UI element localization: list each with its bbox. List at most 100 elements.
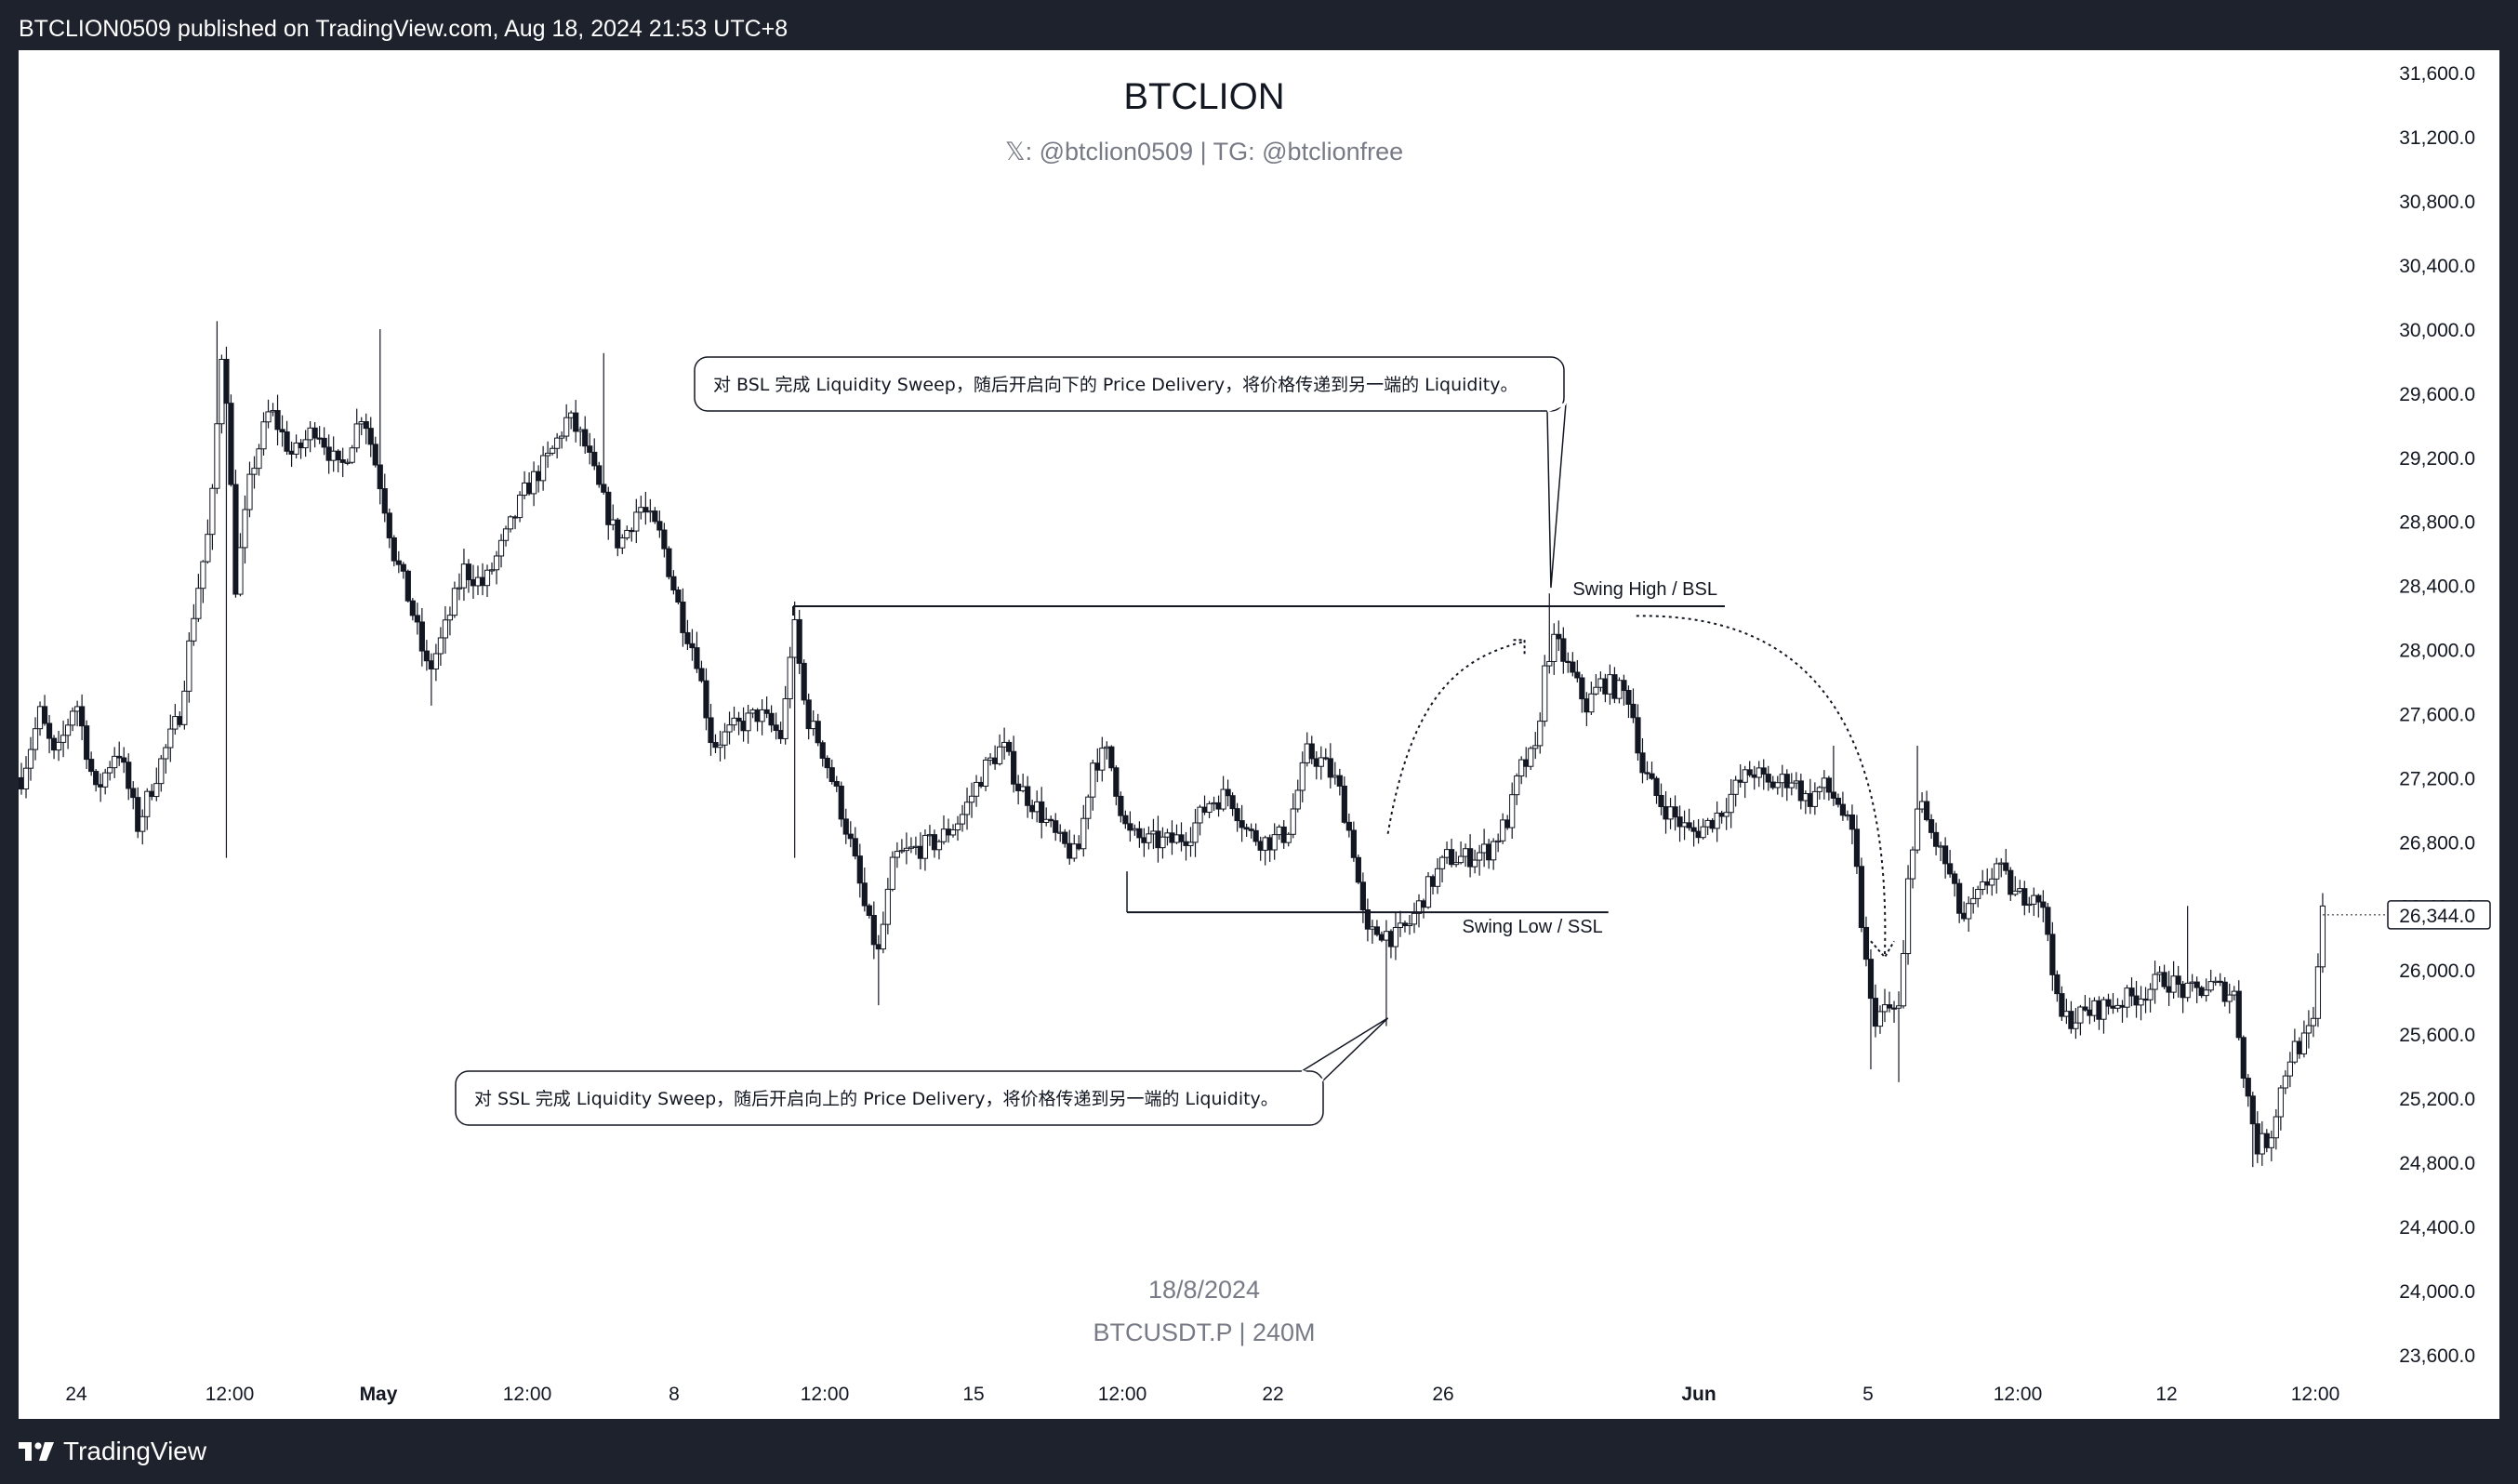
candle-body <box>186 640 192 692</box>
candle-body <box>1723 812 1729 817</box>
candle-body <box>1830 791 1836 799</box>
candle-body <box>833 780 840 787</box>
candle-body <box>1872 998 1879 1027</box>
y-tick-label: 31,600.0 <box>2399 63 2475 85</box>
candle-body <box>2063 1011 2070 1017</box>
candle-body <box>903 847 909 852</box>
last-price-box <box>2387 900 2491 930</box>
candle-body <box>2040 901 2047 908</box>
candle-body <box>172 716 179 730</box>
candle-body <box>1704 819 1711 828</box>
candle-body <box>2268 1137 2274 1148</box>
candle-body <box>1537 721 1544 747</box>
candle-body <box>437 637 444 655</box>
candle-body <box>41 706 48 724</box>
x-tick-label: 22 <box>1262 1384 1283 1405</box>
candle-body <box>908 846 915 849</box>
candle-body <box>1509 794 1516 828</box>
candle-body <box>861 882 868 907</box>
y-tick-label: 28,400.0 <box>2399 576 2475 598</box>
candle-body <box>1392 926 1399 947</box>
candle-body <box>852 838 858 857</box>
candle-body <box>1900 953 1907 1007</box>
candle-body <box>1169 832 1175 843</box>
candle-body <box>84 725 90 761</box>
candle-body <box>1793 780 1799 784</box>
candle-body <box>377 464 383 490</box>
candle-body <box>102 772 109 788</box>
candle-body <box>1141 837 1147 843</box>
candle-body <box>474 576 482 587</box>
candle-body <box>484 569 491 587</box>
candlestick-chart[interactable]: Swing High / BSL Swing Low / SSL 对 BSL 完成 … <box>19 50 2499 1419</box>
candle-body <box>1276 826 1282 836</box>
candle-body <box>554 437 561 449</box>
candle-body <box>1332 775 1338 778</box>
x-tick-label: 24 <box>65 1384 87 1405</box>
candle-body <box>1649 773 1655 779</box>
candle-body <box>898 850 905 853</box>
candle-body <box>516 495 523 519</box>
candle-body <box>2147 988 2154 1000</box>
candle-body <box>1966 903 1972 920</box>
candle-body <box>423 650 430 662</box>
y-tick-label: 29,600.0 <box>2399 384 2475 405</box>
candle-body <box>409 600 416 616</box>
chart-panel[interactable]: BTCLION 𝕏: @btclion0509 | TG: @btclionfr… <box>19 50 2499 1419</box>
candle-body <box>1477 852 1483 861</box>
candle-body <box>745 712 751 732</box>
candle-body <box>32 728 39 750</box>
candle-body <box>414 615 420 623</box>
candle-body <box>256 448 262 470</box>
candle-body <box>1756 767 1762 778</box>
candle-body <box>1006 741 1013 752</box>
candle-body <box>629 529 635 533</box>
candle-body <box>666 548 672 577</box>
last-price-label: 26,344.0 <box>2399 906 2475 927</box>
tradingview-logo[interactable]: TradingView <box>19 1437 206 1466</box>
candle-body <box>1053 820 1059 833</box>
candle-body <box>1067 842 1073 859</box>
candle-body <box>1146 833 1152 843</box>
candle-body <box>2203 989 2209 997</box>
candle-body <box>1807 793 1813 807</box>
y-tick-label: 26,800.0 <box>2399 832 2475 854</box>
watermark-symbol: BTCUSDT.P | 240M <box>1093 1318 1316 1346</box>
candle-body <box>596 465 603 485</box>
candle-body <box>740 721 747 732</box>
candle-body <box>1518 759 1525 777</box>
candle-body <box>568 412 575 418</box>
candle-body <box>442 619 449 639</box>
candle-body <box>1491 841 1497 861</box>
candle-body <box>1206 802 1213 814</box>
candle-body <box>209 487 216 536</box>
callout-ssl: 对 SSL 完成 Liquidity Sweep，随后开启向上的 Price D… <box>455 1017 1389 1126</box>
candle-body <box>1080 817 1087 850</box>
candle-body <box>2082 1006 2088 1011</box>
candle-body <box>302 439 309 449</box>
candle-body <box>791 618 798 658</box>
candle-body <box>2119 1004 2126 1008</box>
x-tick-label: 12:00 <box>503 1384 552 1405</box>
candle-body <box>1556 633 1562 640</box>
callout-bsl-pointer <box>1546 403 1567 589</box>
candle-body <box>1588 693 1595 713</box>
candle-body <box>1104 746 1110 749</box>
candle-body <box>1341 785 1347 823</box>
candle-body <box>1420 900 1427 908</box>
candle-body <box>810 721 816 730</box>
x-tick-label: 12:00 <box>801 1384 850 1405</box>
candle-body <box>1034 801 1040 813</box>
footer-bar: TradingView <box>0 1419 2518 1484</box>
dotted-arrow-up-head <box>1513 639 1526 656</box>
callout-bsl-text: 对 BSL 完成 Liquidity Sweep，随后开启向下的 Price D… <box>713 375 1517 395</box>
candle-body <box>675 589 682 603</box>
candle-body <box>428 660 434 669</box>
candle-body <box>1695 830 1702 839</box>
candle-body <box>502 528 510 541</box>
candle-body <box>689 643 696 649</box>
candle-body <box>1108 746 1115 769</box>
candle-body <box>1025 786 1031 806</box>
candle-body <box>1443 849 1451 858</box>
candle-body <box>1579 677 1585 700</box>
